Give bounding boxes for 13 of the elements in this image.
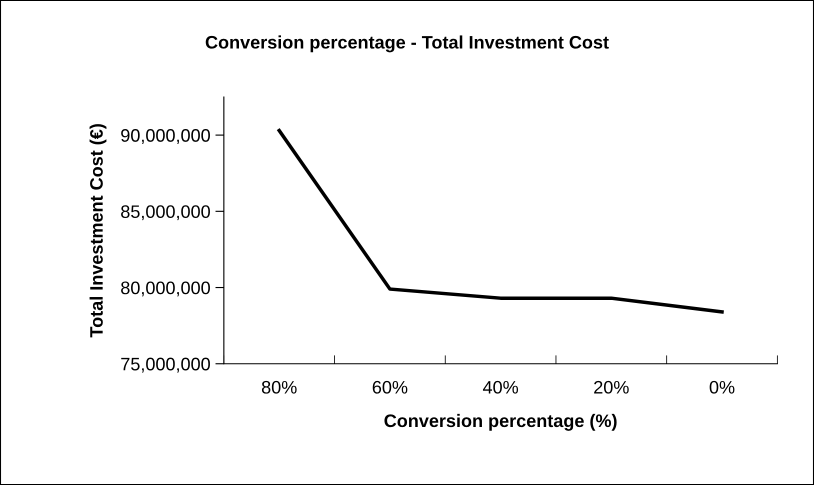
x-tick-label: 60% [372,380,408,394]
y-tick-label: 90,000,000 [121,129,210,144]
chart-title: Conversion percentage - Total Investment Cost [206,35,609,52]
x-tick-label: 80% [262,380,297,394]
line-series [277,128,724,314]
x-axis-title: Conversion percentage (%) [384,414,617,431]
x-tick-label: 20% [594,380,629,394]
y-tick-label: 75,000,000 [121,358,210,373]
x-tick-label: 40% [482,380,518,394]
y-tick-label: 80,000,000 [121,281,210,296]
x-tick-label: 0% [710,380,734,394]
y-tick-label: 85,000,000 [121,205,210,220]
y-axis-title: Total Investment Cost (€) [90,124,106,338]
